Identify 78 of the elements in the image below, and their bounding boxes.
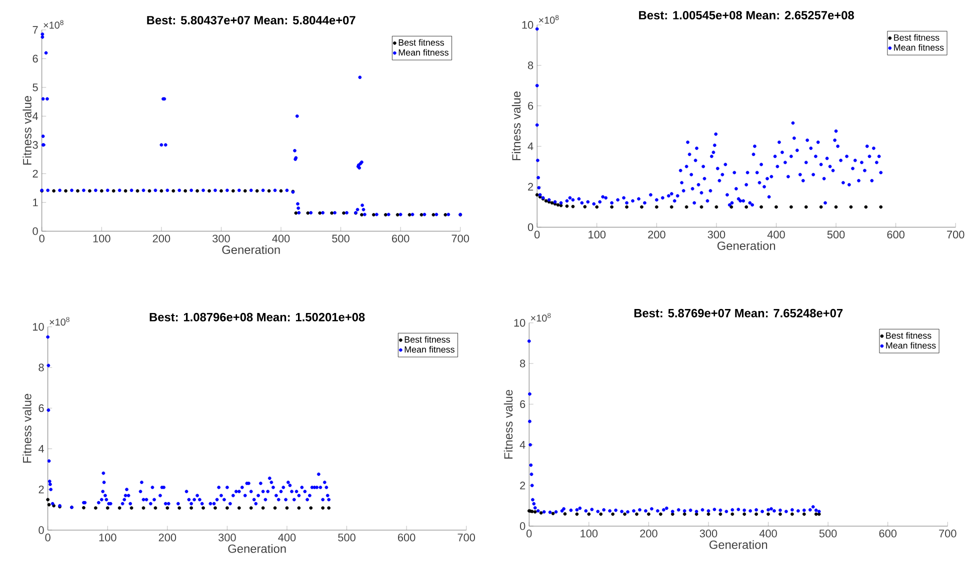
y-axis-title: Fitness value — [504, 390, 513, 459]
legend-label: Best fitness — [886, 332, 932, 339]
x-tick-label: 300 — [218, 534, 236, 542]
legend-label: Mean fitness — [886, 342, 936, 349]
y-tick-label: 2 — [528, 182, 534, 191]
x-axis-title: Generation — [717, 241, 776, 250]
x-tick-label: 300 — [700, 530, 718, 538]
x-tick-label: 700 — [452, 234, 470, 242]
x-tick-label: 400 — [759, 530, 777, 538]
y-tick-label: 8 — [520, 360, 526, 368]
y-tick-label: 8 — [528, 62, 534, 70]
y-tick-label: 10 — [33, 322, 44, 331]
y-tick-label: 4 — [520, 441, 526, 449]
y-tick-label: 2 — [38, 486, 44, 494]
x-tick-label: 600 — [887, 230, 904, 238]
x-tick-label: 700 — [939, 530, 956, 538]
legend-label: Mean fitness — [398, 49, 448, 56]
x-tick-label: 200 — [640, 530, 658, 538]
y-tick-label: 7 — [32, 26, 38, 34]
x-tick-label: 400 — [272, 234, 290, 242]
x-tick-label: 400 — [278, 534, 296, 542]
y-tick-label: 4 — [528, 142, 534, 150]
legend-label: Mean fitness — [894, 44, 944, 51]
text: ×10$^{8}$ — [44, 20, 64, 29]
legend-label: Mean fitness — [404, 346, 454, 353]
x-tick-label: 100 — [580, 530, 598, 538]
x-tick-label: 100 — [588, 230, 606, 238]
x-tick-label: 600 — [392, 234, 410, 242]
x-tick-label: 700 — [947, 230, 964, 238]
y-tick-label: 5 — [32, 84, 38, 92]
y-tick-label: 0 — [520, 522, 526, 530]
x-tick-label: 600 — [879, 530, 897, 538]
y-tick-label: 0 — [528, 223, 534, 232]
y-tick-label: 2 — [32, 170, 38, 178]
x-axis-title: Generation — [222, 245, 280, 254]
chart-title: Best: 5.80437e+07 Mean: 5.8044e+07 — [147, 16, 356, 24]
text: ×10$^{8}$ — [50, 317, 70, 326]
x-tick-label: 0 — [45, 534, 50, 542]
x-axis-title: Generation — [228, 544, 286, 553]
chart-title: Best: 1.00545e+08 Mean: 2.65257e+08 — [639, 11, 854, 20]
y-tick-label: 4 — [38, 445, 44, 453]
x-tick-label: 300 — [212, 234, 230, 242]
y-tick-label: 6 — [32, 54, 38, 63]
y-tick-label: 8 — [38, 364, 44, 372]
text: ×10$^{8}$ — [530, 313, 551, 322]
y-tick-label: 10 — [522, 21, 534, 29]
x-tick-label: 600 — [398, 534, 416, 542]
x-tick-label: 700 — [458, 534, 476, 542]
x-tick-label: 500 — [338, 534, 356, 542]
y-tick-label: 1 — [33, 198, 38, 206]
x-tick-label: 200 — [648, 230, 666, 238]
y-tick-label: 6 — [520, 400, 526, 408]
legend-label: Best fitness — [894, 34, 940, 41]
legend-label: Best fitness — [404, 336, 450, 343]
legend-label: Best fitness — [398, 39, 444, 46]
y-tick-label: 4 — [32, 112, 38, 120]
y-axis-title: Fitness value — [22, 394, 32, 463]
y-tick-label: 2 — [520, 482, 526, 490]
x-tick-label: 500 — [827, 230, 845, 238]
chart-title: Best: 1.08796e+08 Mean: 1.50201e+08 — [150, 312, 365, 322]
x-tick-label: 400 — [767, 230, 785, 238]
y-tick-label: 6 — [528, 102, 534, 110]
x-tick-label: 0 — [534, 230, 540, 238]
x-tick-label: 300 — [708, 230, 726, 238]
x-tick-label: 200 — [158, 534, 176, 542]
x-tick-label: 500 — [819, 530, 837, 538]
text: ×10$^{8}$ — [538, 15, 559, 24]
y-tick-label: 6 — [38, 404, 44, 412]
x-tick-label: 100 — [93, 234, 110, 242]
y-axis-title: Fitness value — [512, 92, 521, 160]
x-tick-label: 100 — [99, 534, 116, 542]
y-tick-label: 10 — [514, 319, 526, 327]
chart-title: Best: 5.8769e+07 Mean: 7.65248e+07 — [634, 308, 843, 318]
y-axis-title: Fitness value — [22, 96, 32, 165]
x-tick-label: 200 — [152, 234, 170, 242]
x-tick-label: 500 — [332, 234, 350, 242]
y-tick-label: 3 — [32, 141, 38, 149]
x-axis-title: Generation — [709, 540, 768, 549]
